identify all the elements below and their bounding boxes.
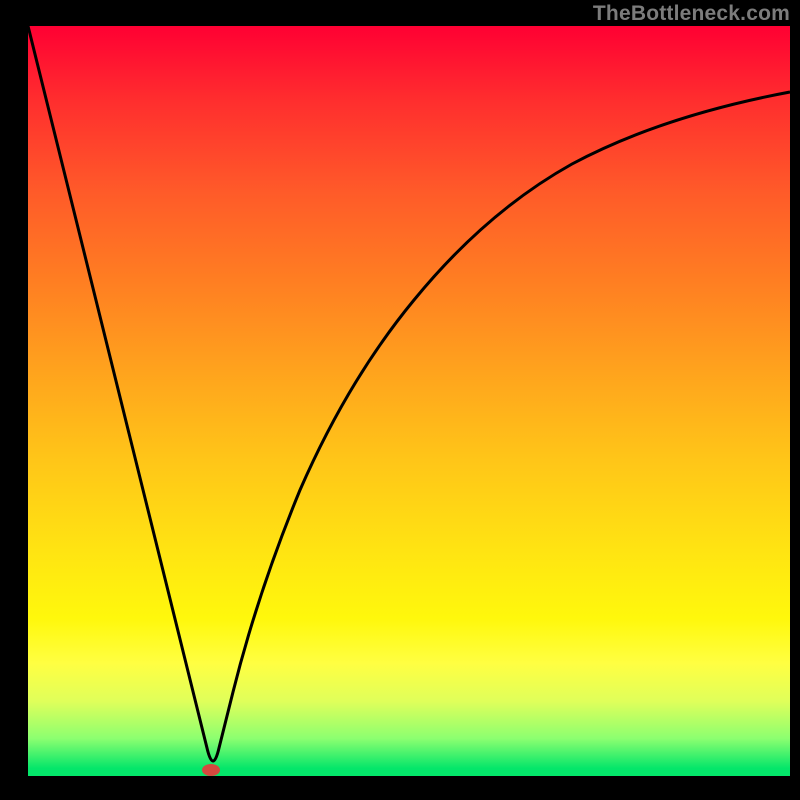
- chart-frame: TheBottleneck.com: [0, 0, 800, 800]
- bottleneck-curve: [28, 26, 790, 761]
- optimum-marker: [202, 764, 220, 776]
- watermark-link[interactable]: TheBottleneck.com: [593, 2, 790, 26]
- chart-svg: [0, 0, 800, 800]
